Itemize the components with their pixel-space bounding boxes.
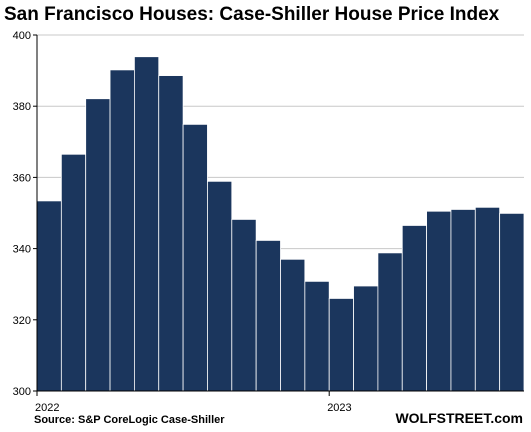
bar [377, 252, 403, 392]
bar [328, 298, 354, 392]
bars [36, 56, 525, 392]
bar [426, 210, 452, 392]
bar [255, 240, 281, 392]
bar [231, 219, 257, 392]
bar [474, 206, 501, 392]
bar [450, 209, 476, 392]
bar [207, 180, 233, 392]
bar [401, 225, 428, 392]
y-tick-label: 320 [13, 315, 31, 327]
axes [33, 34, 524, 396]
bar [85, 98, 111, 392]
bar [499, 212, 525, 392]
y-tick-label: 300 [13, 386, 31, 398]
chart-title: San Francisco Houses: Case-Shiller House… [4, 4, 500, 25]
bar [280, 258, 306, 392]
x-tick-label: 2022 [35, 402, 59, 414]
y-tick-label: 380 [13, 101, 31, 113]
y-tick-label: 340 [13, 244, 31, 256]
bar [133, 56, 160, 392]
y-tick-label: 400 [13, 30, 31, 42]
x-tick-labels: 2022 2023 [35, 402, 352, 414]
x-tick-label: 2023 [327, 402, 351, 414]
y-tick-labels: 300 320 340 360 380 400 [13, 30, 31, 398]
source-note: Source: S&P CoreLogic Case-Shiller [34, 414, 225, 426]
bar [304, 280, 330, 392]
y-tick-label: 360 [13, 172, 31, 184]
bar [353, 285, 379, 392]
bar [158, 75, 184, 392]
bar [109, 69, 135, 392]
bar [60, 153, 87, 392]
brand-label: WOLFSTREET.com [395, 410, 523, 426]
bar [36, 200, 62, 392]
bar [182, 123, 208, 392]
